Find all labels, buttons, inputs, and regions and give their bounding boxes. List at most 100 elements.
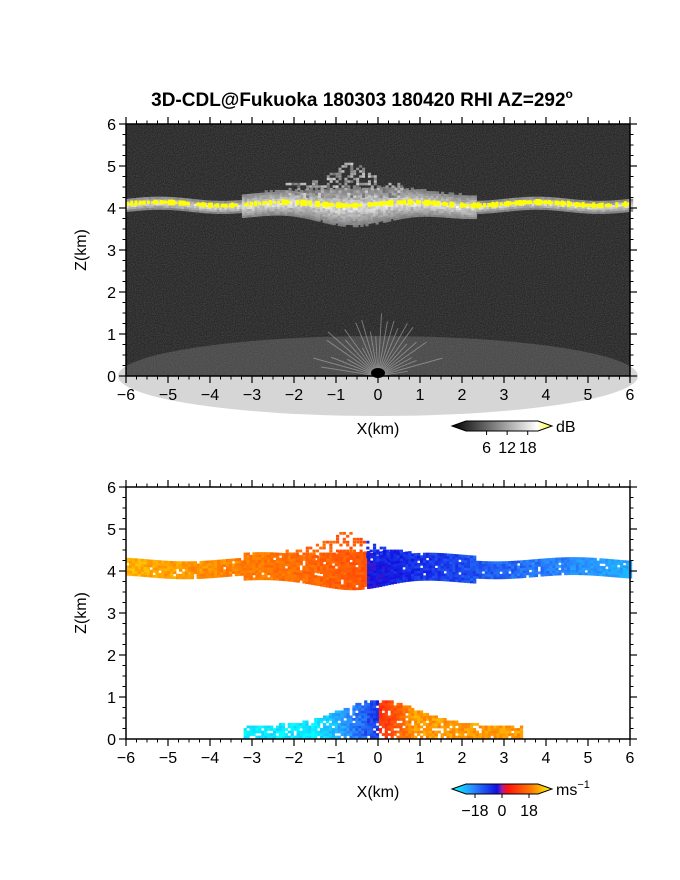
velocity-cell: [252, 577, 256, 581]
velocity-cell: [314, 725, 318, 729]
echo-cell: [350, 201, 354, 205]
echo-cell: [403, 211, 407, 215]
velocity-cell: [367, 715, 371, 719]
x-tick-label: −6: [117, 750, 135, 767]
velocity-cell: [569, 569, 574, 573]
velocity-cell: [343, 587, 347, 590]
velocity-cell: [384, 560, 389, 564]
velocity-cell: [417, 557, 421, 561]
velocity-cell: [511, 733, 515, 736]
velocity-cell: [305, 556, 309, 559]
echo-cell: [131, 208, 135, 212]
echo-cell: [443, 196, 447, 199]
velocity-cell: [528, 572, 533, 576]
echo-cell: [274, 208, 278, 212]
echo-cell: [330, 217, 334, 221]
velocity-cell: [396, 557, 400, 561]
velocity-cell: [349, 577, 353, 581]
echo-cell: [326, 190, 330, 193]
echo-cell: [373, 175, 377, 178]
velocity-cell: [375, 584, 380, 588]
velocity-cell: [146, 571, 150, 575]
velocity-cell: [199, 563, 203, 567]
echo-cell: [277, 206, 281, 210]
echo-cell: [420, 212, 425, 215]
echo-cell: [572, 207, 576, 211]
velocity-cell: [408, 720, 412, 724]
velocity-cell: [343, 564, 347, 568]
velocity-cell: [434, 562, 439, 566]
velocity-cell: [425, 570, 430, 574]
echo-cell: [340, 223, 344, 227]
velocity-cell: [414, 720, 418, 724]
velocity-cell: [411, 733, 415, 736]
echo-cell: [294, 189, 299, 192]
velocity-cell: [443, 555, 447, 559]
echo-cell: [418, 197, 422, 201]
echo-cell: [320, 205, 324, 208]
velocity-cell: [405, 574, 409, 577]
velocity-cell: [187, 568, 192, 572]
echo-cell: [146, 203, 150, 206]
saturated-cell: [514, 200, 518, 206]
echo-cell: [405, 209, 409, 212]
velocity-cell: [311, 582, 315, 586]
velocity-cell: [461, 557, 465, 561]
velocity-cell: [534, 559, 539, 562]
echo-cell: [163, 203, 167, 206]
velocity-cell: [605, 561, 609, 565]
velocity-cell: [469, 725, 474, 729]
echo-cell: [423, 193, 427, 196]
velocity-cell: [325, 718, 330, 721]
clutter-ray: [361, 319, 379, 377]
velocity-cell: [455, 735, 459, 739]
echo-cell: [302, 196, 306, 200]
echo-cell: [393, 205, 397, 208]
echo-cell: [226, 200, 230, 204]
velocity-cell: [443, 728, 447, 731]
echo-cell: [388, 214, 392, 218]
velocity-cell: [358, 564, 362, 568]
clutter-ray: [377, 357, 443, 377]
velocity-cell: [137, 573, 142, 577]
echo-cell: [367, 208, 372, 212]
velocity-cell: [325, 577, 330, 581]
velocity-cell: [414, 575, 418, 579]
echo-cell: [262, 213, 266, 217]
velocity-cell: [581, 572, 586, 576]
velocity-cell: [311, 562, 315, 565]
echo-cell: [327, 213, 331, 216]
echo-cell: [259, 207, 263, 211]
echo-cell: [468, 203, 472, 207]
echo-cell: [304, 214, 309, 217]
echo-cell: [350, 209, 354, 213]
echo-cell: [456, 199, 460, 202]
echo-cell: [128, 198, 132, 202]
echo-cell: [344, 182, 348, 186]
velocity-cell: [572, 567, 577, 571]
velocity-cell: [270, 552, 274, 556]
saturated-cell: [235, 203, 239, 207]
velocity-cell: [549, 570, 553, 574]
echo-cell: [373, 190, 377, 193]
echo-cell: [408, 208, 412, 212]
velocity-cell: [449, 563, 453, 567]
velocity-cell: [449, 720, 453, 724]
velocity-cell: [278, 577, 283, 581]
echo-cell: [367, 182, 371, 186]
velocity-cell: [143, 559, 148, 562]
velocity-cell: [370, 702, 374, 706]
velocity-cell: [558, 557, 562, 561]
echo-cell: [556, 204, 561, 207]
velocity-cell: [390, 715, 394, 719]
velocity-cell: [387, 715, 391, 719]
velocity-cell: [293, 566, 297, 570]
echo-cell: [362, 211, 367, 215]
velocity-cell: [290, 566, 295, 570]
velocity-cell: [231, 571, 236, 574]
velocity-cell: [622, 565, 627, 569]
echo-cell: [572, 205, 576, 209]
echo-cell: [199, 208, 203, 211]
echo-cell: [375, 219, 379, 223]
echo-cell: [294, 192, 298, 196]
